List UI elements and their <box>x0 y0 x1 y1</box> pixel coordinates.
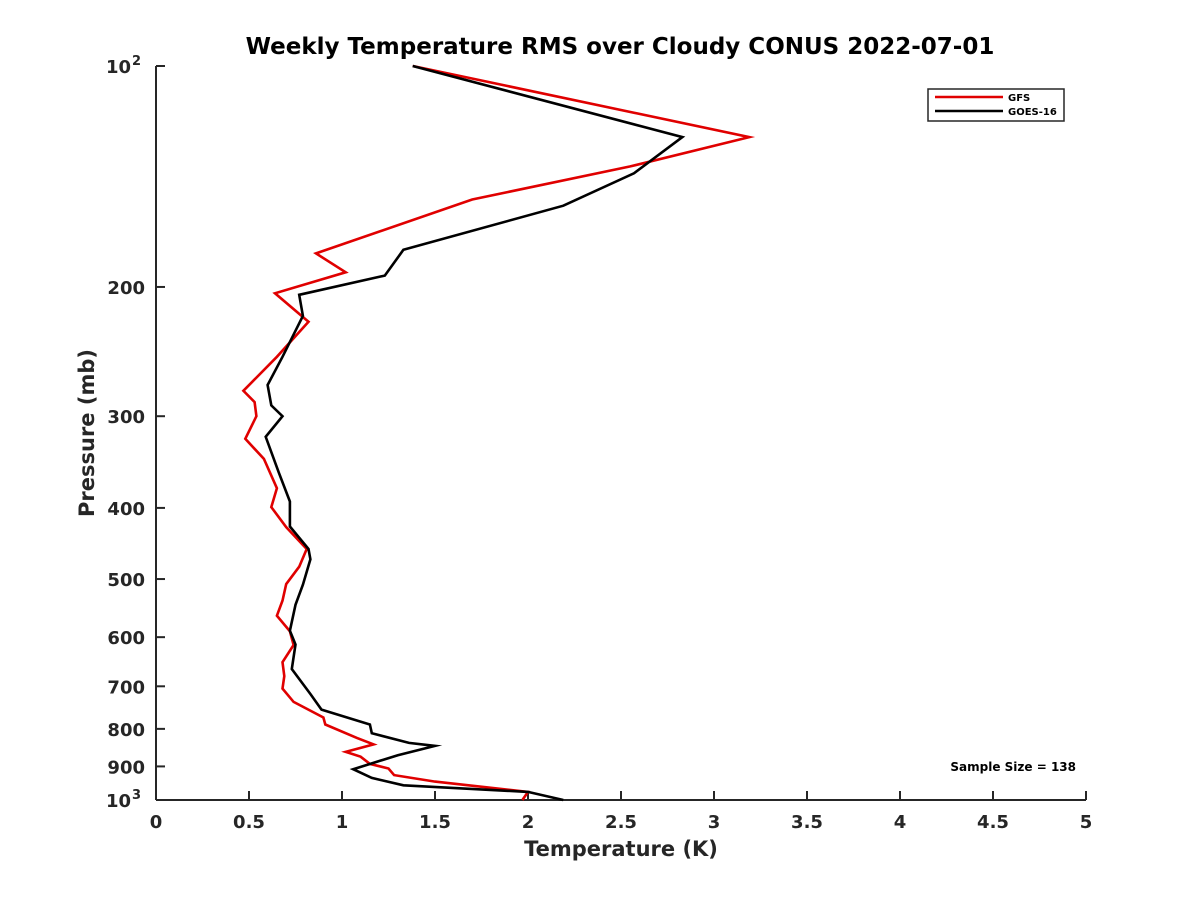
x-tick-label: 1.5 <box>419 812 451 833</box>
y-axis-label: Pressure (mb) <box>75 349 99 517</box>
x-tick-label: 3.5 <box>791 812 823 833</box>
x-tick-label: 1 <box>336 812 349 833</box>
y-tick-label: 800 <box>107 720 145 741</box>
y-tick-label: 200 <box>107 278 145 299</box>
x-tick-label: 4 <box>894 812 907 833</box>
series-lines <box>241 64 756 802</box>
y-tick-label: 600 <box>107 628 145 649</box>
series-line-goes16 <box>264 64 686 802</box>
x-axis-label: Temperature (K) <box>524 837 718 861</box>
y-tick-label: 400 <box>107 499 145 520</box>
x-tick-label: 0.5 <box>233 812 265 833</box>
y-tick-label: 10 <box>106 791 131 812</box>
legend-label-gfs: GFS <box>1008 93 1030 104</box>
x-tick-label: 5 <box>1080 812 1093 833</box>
series-line-gfs <box>241 64 756 801</box>
y-tick-label: 300 <box>107 407 145 428</box>
legend: GFS GOES-16 <box>927 88 1065 122</box>
y-tick-exponent: 3 <box>132 788 141 803</box>
legend-box <box>927 88 1065 122</box>
y-tick-exponent: 2 <box>132 54 141 69</box>
legend-label-goes16: GOES-16 <box>1008 107 1057 118</box>
y-tick-label: 500 <box>107 570 145 591</box>
x-tick-label: 2.5 <box>605 812 637 833</box>
x-tick-label: 3 <box>708 812 721 833</box>
x-tick-label: 4.5 <box>977 812 1009 833</box>
y-tick-label: 900 <box>107 757 145 778</box>
x-ticks: 0 0.5 1 1.5 2 2.5 3 3.5 4 4.5 5 <box>150 791 1093 833</box>
sample-size-annotation: Sample Size = 138 <box>950 760 1076 774</box>
x-tick-label: 2 <box>522 812 535 833</box>
y-tick-label: 10 <box>106 57 131 78</box>
plot-area: 0 0.5 1 1.5 2 2.5 3 3.5 4 4.5 5 10 2200300400500600… <box>106 54 1092 833</box>
chart-title: Weekly Temperature RMS over Cloudy CONUS… <box>246 34 995 60</box>
x-tick-label: 0 <box>150 812 163 833</box>
y-tick-label: 700 <box>107 677 145 698</box>
